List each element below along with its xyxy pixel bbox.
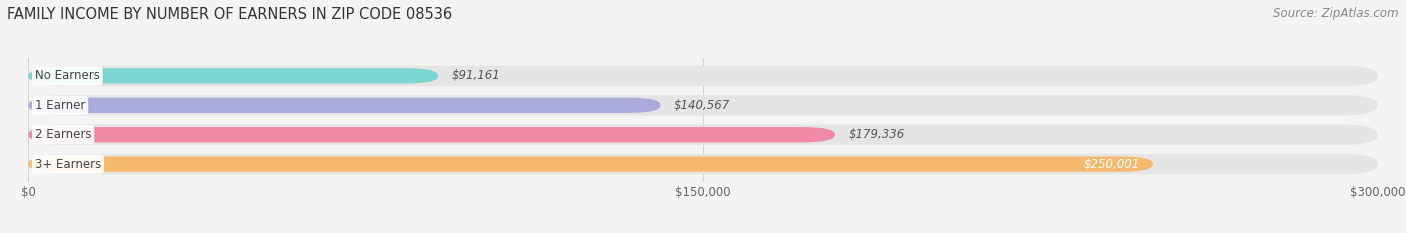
Text: 2 Earners: 2 Earners bbox=[35, 128, 91, 141]
Text: $91,161: $91,161 bbox=[451, 69, 501, 82]
Text: 3+ Earners: 3+ Earners bbox=[35, 158, 101, 171]
PathPatch shape bbox=[28, 66, 1378, 86]
PathPatch shape bbox=[28, 156, 1153, 172]
Text: $140,567: $140,567 bbox=[673, 99, 730, 112]
Text: Source: ZipAtlas.com: Source: ZipAtlas.com bbox=[1274, 7, 1399, 20]
Text: $250,001: $250,001 bbox=[1083, 158, 1139, 171]
Text: $179,336: $179,336 bbox=[848, 128, 904, 141]
PathPatch shape bbox=[28, 154, 1378, 174]
Text: 1 Earner: 1 Earner bbox=[35, 99, 86, 112]
PathPatch shape bbox=[28, 95, 1378, 116]
PathPatch shape bbox=[28, 68, 439, 84]
PathPatch shape bbox=[28, 124, 1378, 145]
PathPatch shape bbox=[28, 98, 661, 113]
PathPatch shape bbox=[28, 127, 835, 142]
Text: No Earners: No Earners bbox=[35, 69, 100, 82]
Text: FAMILY INCOME BY NUMBER OF EARNERS IN ZIP CODE 08536: FAMILY INCOME BY NUMBER OF EARNERS IN ZI… bbox=[7, 7, 453, 22]
